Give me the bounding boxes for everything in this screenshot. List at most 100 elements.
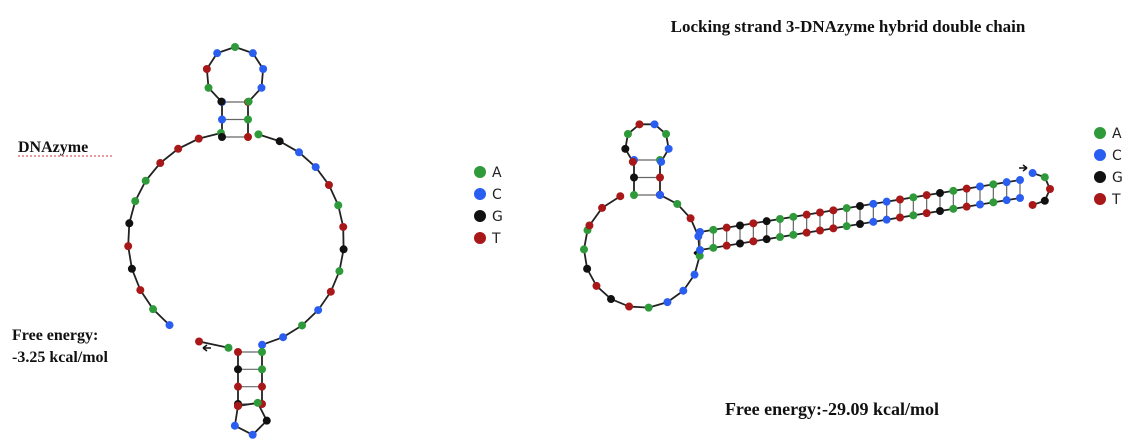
nucleotide (298, 321, 306, 329)
nucleotide (258, 383, 266, 391)
nucleotide (776, 233, 784, 241)
nucleotide (339, 223, 347, 231)
nucleotide (679, 287, 687, 295)
legend-label: T (1111, 192, 1121, 208)
nucleotide (909, 211, 917, 219)
end-arrow (1019, 165, 1027, 171)
nucleotide (869, 218, 877, 226)
nucleotide (218, 133, 226, 141)
nucleotide (763, 217, 771, 225)
nucleotide (656, 191, 664, 199)
nucleotide (213, 49, 221, 57)
nucleotide (195, 337, 203, 345)
nucleotide (592, 282, 600, 290)
nucleotide (989, 198, 997, 206)
nucleotide (687, 214, 695, 222)
nucleotide (696, 246, 704, 254)
nucleotide (723, 242, 731, 250)
nucleotide (736, 240, 744, 248)
nucleotide (231, 422, 239, 430)
backbone (258, 134, 343, 344)
nucleotide (279, 333, 287, 341)
legend-label: C (1112, 148, 1122, 164)
nucleotide (1029, 169, 1037, 177)
nucleotide (295, 148, 303, 156)
legend-dot (474, 232, 486, 244)
nucleotide (231, 43, 239, 51)
nucleotide (217, 98, 225, 106)
nucleotide (195, 135, 203, 143)
nucleotide (709, 226, 717, 234)
nucleotide (335, 267, 343, 275)
nucleotide (896, 214, 904, 222)
nucleotide (896, 196, 904, 204)
nucleotide (776, 215, 784, 223)
nucleotide (621, 145, 629, 153)
nucleotide (1003, 178, 1011, 186)
structures (124, 43, 1054, 439)
nucleotide (1046, 185, 1054, 193)
nucleotide (234, 383, 242, 391)
nucleotide (1016, 176, 1024, 184)
nucleotide (124, 242, 132, 250)
nucleotide (125, 219, 133, 227)
nucleotide (156, 159, 164, 167)
legend-label: C (492, 187, 502, 203)
nucleotide (936, 207, 944, 215)
label: DNAzyme (18, 139, 88, 156)
nucleotide (254, 130, 262, 138)
nucleotide (829, 224, 837, 232)
nucleotide (696, 228, 704, 236)
nucleotide (803, 211, 811, 219)
nucleotide (1029, 201, 1037, 209)
nucleotide (224, 344, 232, 352)
nucleotide (257, 84, 265, 92)
nucleotide (816, 227, 824, 235)
nucleotide (949, 205, 957, 213)
nucleotide (340, 245, 348, 253)
nucleotide (630, 174, 638, 182)
nucleotide (149, 305, 157, 313)
nucleotide (580, 245, 588, 253)
nucleotide (629, 158, 637, 166)
nucleotide (1003, 196, 1011, 204)
legend-label: T (491, 231, 501, 247)
nucleotide (673, 200, 681, 208)
nucleotide (583, 265, 591, 273)
legend-label: A (1112, 126, 1122, 142)
nucleotide (263, 417, 271, 425)
nucleotide (174, 145, 182, 153)
legend-dot (474, 166, 486, 178)
legend-dot (474, 210, 486, 222)
nucleotide (829, 206, 837, 214)
nucleotide (244, 133, 252, 141)
nucleotide (763, 235, 771, 243)
nucleotide (131, 197, 139, 205)
nucleotide (749, 219, 757, 227)
nucleotide (625, 303, 633, 311)
nucleotide (989, 180, 997, 188)
nucleotide (607, 295, 615, 303)
nucleotide (691, 271, 699, 279)
nucleotide (883, 198, 891, 206)
nucleotide (598, 204, 606, 212)
legend-label: G (1112, 170, 1123, 186)
nucleotide (883, 216, 891, 224)
nucleotide (205, 84, 213, 92)
nucleotide (843, 204, 851, 212)
nucleotide (327, 288, 335, 296)
nucleotide (976, 201, 984, 209)
backbone (625, 124, 668, 162)
nucleotide (723, 224, 731, 232)
nucleotide (203, 65, 211, 73)
backbone (128, 133, 221, 325)
nucleotide (789, 231, 797, 239)
nucleotide (976, 183, 984, 191)
nucleotide (249, 431, 257, 439)
nucleotide (923, 209, 931, 217)
legend-dot (474, 188, 486, 200)
nucleotide (245, 98, 253, 106)
nucleotide (869, 200, 877, 208)
nucleotide (816, 209, 824, 217)
nucleotide (963, 185, 971, 193)
